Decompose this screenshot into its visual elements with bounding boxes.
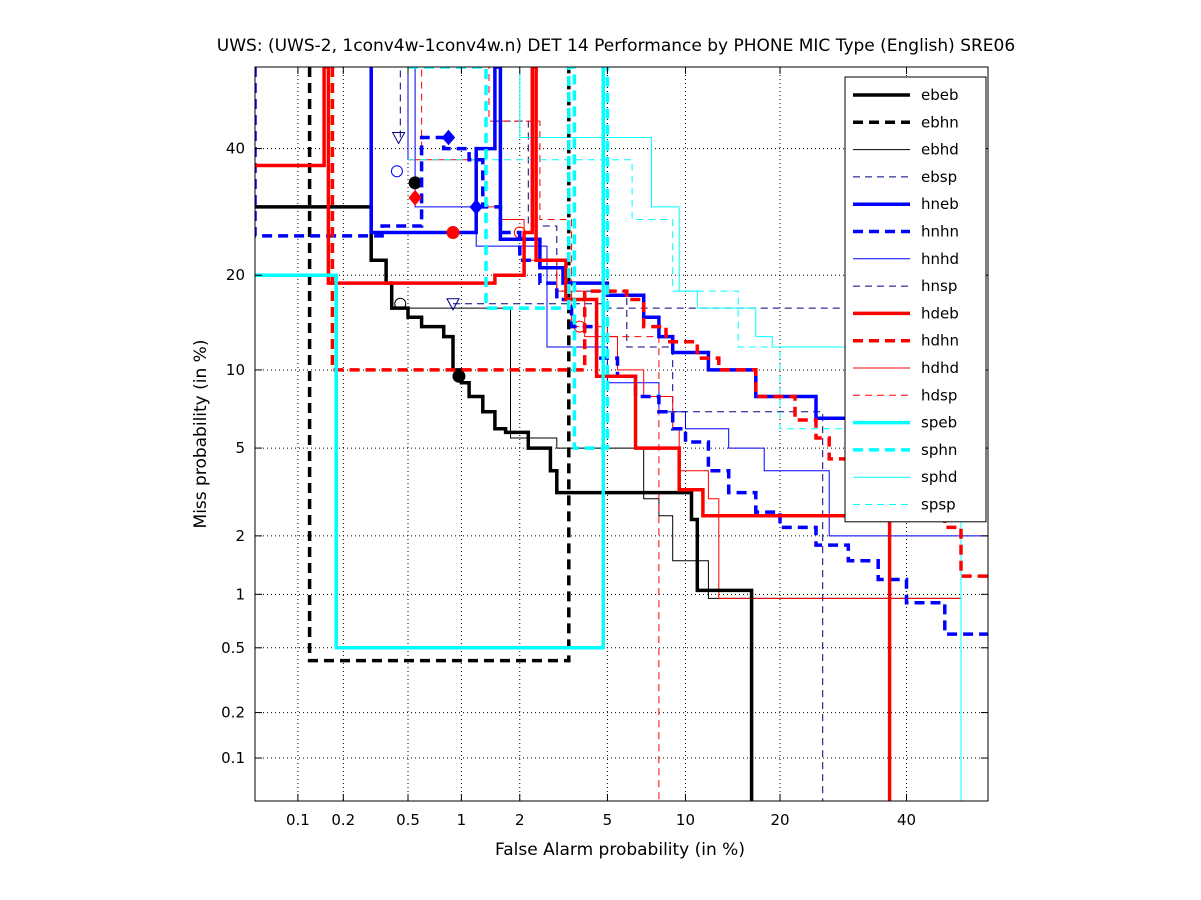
series-marker-hnsp bbox=[391, 132, 406, 145]
series-marker-hneb bbox=[469, 199, 483, 215]
x-tick-label: 5 bbox=[603, 811, 613, 829]
series-line-hnhd bbox=[407, 67, 988, 537]
series-marker-hdeb bbox=[408, 189, 422, 206]
legend-label-ebsp: ebsp bbox=[921, 168, 957, 186]
series-line-speb bbox=[255, 67, 605, 650]
legend-label-hdhn: hdhn bbox=[921, 332, 959, 350]
legend-label-ebeb: ebeb bbox=[921, 86, 959, 104]
y-tick-label: 20 bbox=[226, 266, 245, 284]
legend-label-sphd: sphd bbox=[921, 468, 957, 486]
y-tick-label: 0.2 bbox=[221, 704, 245, 722]
y-axis-label: Miss probability (in %) bbox=[191, 340, 211, 529]
x-tick-label: 40 bbox=[897, 811, 916, 829]
x-tick-label: 0.2 bbox=[331, 811, 355, 829]
y-tick-label: 2 bbox=[235, 527, 245, 545]
series-line-spsp bbox=[408, 159, 891, 801]
series-line-hdsp bbox=[421, 67, 660, 801]
x-axis-ticks: 0.1 0.2 0.5 1 2 5 10 20 40 bbox=[286, 67, 916, 829]
series-marker-ebeb bbox=[452, 369, 466, 383]
x-tick-label: 2 bbox=[515, 811, 525, 829]
series-marker-hdhn bbox=[446, 226, 460, 240]
series-layer bbox=[255, 67, 988, 801]
legend-box bbox=[844, 76, 987, 523]
y-tick-label: 0.1 bbox=[221, 749, 245, 767]
legend-label-hnhd: hnhd bbox=[921, 250, 959, 268]
x-tick-label: 1 bbox=[457, 811, 467, 829]
series-marker-hnhd bbox=[390, 165, 403, 178]
chart-title: UWS: (UWS-2, 1conv4w-1conv4w.n) DET 14 P… bbox=[217, 36, 1015, 56]
x-tick-label: 10 bbox=[676, 811, 695, 829]
y-tick-label: 1 bbox=[235, 585, 245, 603]
legend-label-ebhd: ebhd bbox=[921, 141, 959, 159]
series-line-ebhn bbox=[307, 67, 571, 663]
plot-frame bbox=[254, 66, 989, 802]
series-marker-hnhn bbox=[441, 129, 456, 146]
series-line-hdeb bbox=[255, 67, 892, 801]
legend-label-spsp: spsp bbox=[921, 496, 956, 514]
legend-label-hneb: hneb bbox=[921, 195, 959, 213]
y-tick-label: 0.5 bbox=[221, 639, 245, 657]
y-tick-label: 10 bbox=[226, 361, 245, 379]
legend-label-sphn: sphn bbox=[921, 441, 957, 459]
legend-label-speb: speb bbox=[921, 414, 957, 432]
series-marker-ebsp bbox=[446, 298, 460, 311]
legend-label-hdeb: hdeb bbox=[921, 304, 959, 322]
x-tick-label: 0.1 bbox=[286, 811, 310, 829]
legend: ebeb ebhn ebhd ebsp hneb hnhn hnhd hnsp hdeb hdhn… bbox=[844, 76, 987, 523]
x-tick-label: 20 bbox=[770, 811, 789, 829]
x-tick-label: 0.5 bbox=[396, 811, 420, 829]
series-marker-ebhn bbox=[408, 176, 422, 190]
y-axis-ticks: 0.1 0.2 0.5 1 2 5 10 20 40 bbox=[221, 140, 988, 767]
series-line-ebeb bbox=[255, 205, 754, 801]
legend-label-hnsp: hnsp bbox=[921, 277, 957, 295]
legend-label-ebhn: ebhn bbox=[921, 113, 959, 131]
legend-label-hdsp: hdsp bbox=[921, 386, 957, 404]
x-axis-label: False Alarm probability (in %) bbox=[495, 840, 745, 860]
y-tick-label: 40 bbox=[226, 140, 245, 158]
legend-label-hnhn: hnhn bbox=[921, 223, 959, 241]
y-tick-label: 5 bbox=[235, 439, 245, 457]
legend-label-hdhd: hdhd bbox=[921, 359, 959, 377]
